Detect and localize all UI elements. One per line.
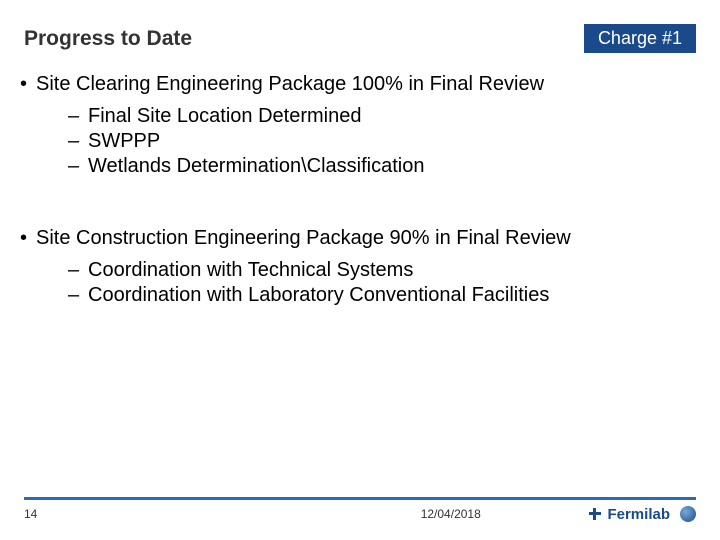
page-number: 14 — [24, 507, 54, 521]
list-item: Final Site Location Determined — [68, 104, 696, 129]
doe-logo-icon — [680, 506, 696, 522]
section-heading: Site Construction Engineering Package 90… — [24, 227, 696, 250]
footer-logo-block: Fermilab — [587, 506, 696, 522]
slide-header: Progress to Date Charge #1 — [0, 0, 720, 65]
fermilab-logo-icon — [587, 506, 603, 522]
section-1: Site Clearing Engineering Package 100% i… — [24, 73, 696, 179]
section-2: Site Construction Engineering Package 90… — [24, 227, 696, 308]
list-item: Wetlands Determination\Classification — [68, 154, 696, 179]
list-item: Coordination with Laboratory Conventiona… — [68, 283, 696, 308]
footer-date: 12/04/2018 — [54, 507, 587, 521]
footer-rule — [24, 497, 696, 500]
section-sublist: Coordination with Technical Systems Coor… — [24, 258, 696, 308]
slide-content: Site Clearing Engineering Package 100% i… — [0, 65, 720, 308]
page-title: Progress to Date — [24, 27, 192, 51]
section-heading: Site Clearing Engineering Package 100% i… — [24, 73, 696, 96]
charge-badge: Charge #1 — [584, 24, 696, 53]
list-item: SWPPP — [68, 129, 696, 154]
fermilab-logo-text: Fermilab — [607, 507, 670, 522]
list-item: Coordination with Technical Systems — [68, 258, 696, 283]
section-sublist: Final Site Location Determined SWPPP Wet… — [24, 104, 696, 179]
slide-footer: 14 12/04/2018 Fermilab — [0, 497, 720, 522]
footer-row: 14 12/04/2018 Fermilab — [24, 506, 696, 522]
